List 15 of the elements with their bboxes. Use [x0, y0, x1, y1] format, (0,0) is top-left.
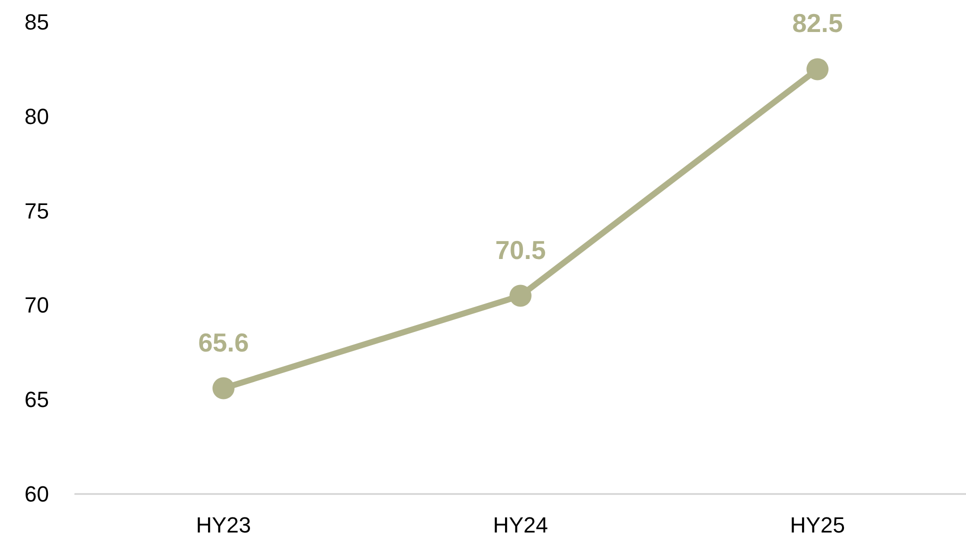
y-tick-label: 60 — [24, 482, 49, 506]
x-tick-label: HY25 — [790, 512, 846, 538]
data-label: 82.5 — [792, 8, 843, 38]
point — [806, 58, 828, 80]
y-tick-label: 70 — [24, 292, 49, 318]
point — [212, 377, 234, 400]
data-label: 70.5 — [495, 234, 546, 265]
point — [510, 284, 532, 307]
x-tick-label: HY24 — [492, 512, 548, 538]
x-tick-label: HY23 — [196, 512, 252, 538]
y-tick-label: 65 — [24, 387, 49, 412]
y-tick-label: 85 — [24, 10, 49, 34]
y-tick-label: 80 — [24, 104, 49, 129]
data-label: 65.6 — [198, 327, 249, 358]
y-tick-label: 75 — [24, 198, 49, 224]
